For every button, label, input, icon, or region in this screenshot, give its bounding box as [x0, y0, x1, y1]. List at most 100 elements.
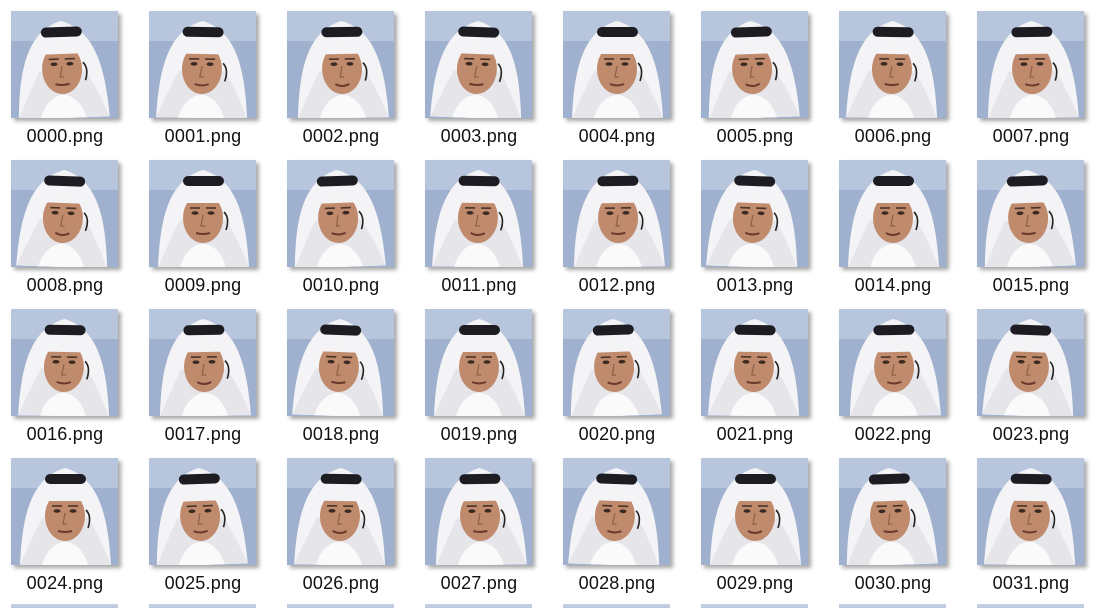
- image-thumbnail[interactable]: [287, 309, 394, 416]
- file-name-label: 0007.png: [992, 126, 1070, 146]
- file-name-label: 0014.png: [854, 275, 932, 295]
- file-name-label: 0031.png: [992, 573, 1070, 593]
- file-tile[interactable]: 0023.png: [966, 309, 1096, 449]
- image-thumbnail[interactable]: [425, 11, 532, 118]
- file-tile[interactable]: 0011.png: [414, 160, 544, 300]
- image-thumbnail-partial[interactable]: [701, 604, 808, 608]
- file-tile[interactable]: 0029.png: [690, 458, 820, 598]
- file-tile[interactable]: 0017.png: [138, 309, 268, 449]
- file-name-label: 0013.png: [716, 275, 794, 295]
- image-thumbnail[interactable]: [563, 11, 670, 118]
- image-thumbnail[interactable]: [287, 458, 394, 565]
- image-thumbnail[interactable]: [149, 160, 256, 267]
- image-thumbnail-partial[interactable]: [149, 604, 256, 608]
- image-thumbnail[interactable]: [11, 11, 118, 118]
- image-thumbnail[interactable]: [11, 309, 118, 416]
- file-tile[interactable]: 0010.png: [276, 160, 406, 300]
- file-tile[interactable]: 0026.png: [276, 458, 406, 598]
- file-tile[interactable]: 0028.png: [552, 458, 682, 598]
- file-tile[interactable]: 0014.png: [828, 160, 958, 300]
- file-name-label: 0001.png: [164, 126, 242, 146]
- file-tile[interactable]: 0007.png: [966, 11, 1096, 151]
- file-name-label: 0002.png: [302, 126, 380, 146]
- file-name-label: 0030.png: [854, 573, 932, 593]
- file-tile[interactable]: 0027.png: [414, 458, 544, 598]
- image-thumbnail[interactable]: [701, 309, 808, 416]
- image-thumbnail-partial[interactable]: [287, 604, 394, 608]
- image-thumbnail[interactable]: [839, 458, 946, 565]
- file-tile[interactable]: 0003.png: [414, 11, 544, 151]
- image-thumbnail[interactable]: [563, 458, 670, 565]
- file-name-label: 0011.png: [441, 275, 517, 295]
- file-tile[interactable]: 0016.png: [0, 309, 130, 449]
- image-thumbnail-partial[interactable]: [563, 604, 670, 608]
- image-thumbnail[interactable]: [701, 458, 808, 565]
- file-name-label: 0020.png: [578, 424, 656, 444]
- file-tile[interactable]: 0024.png: [0, 458, 130, 598]
- file-name-label: 0003.png: [440, 126, 518, 146]
- image-thumbnail[interactable]: [287, 160, 394, 267]
- image-thumbnail-partial[interactable]: [839, 604, 946, 608]
- file-tile[interactable]: 0000.png: [0, 11, 130, 151]
- image-thumbnail[interactable]: [11, 160, 118, 267]
- image-thumbnail[interactable]: [977, 309, 1084, 416]
- file-name-label: 0029.png: [716, 573, 794, 593]
- image-thumbnail[interactable]: [701, 11, 808, 118]
- file-tile[interactable]: 0002.png: [276, 11, 406, 151]
- image-thumbnail[interactable]: [563, 160, 670, 267]
- file-name-label: 0004.png: [578, 126, 656, 146]
- file-name-label: 0000.png: [26, 126, 104, 146]
- file-name-label: 0018.png: [302, 424, 380, 444]
- file-tile[interactable]: 0021.png: [690, 309, 820, 449]
- image-thumbnail[interactable]: [149, 309, 256, 416]
- file-name-label: 0019.png: [440, 424, 518, 444]
- file-tile[interactable]: 0020.png: [552, 309, 682, 449]
- file-name-label: 0023.png: [992, 424, 1070, 444]
- file-tile[interactable]: 0004.png: [552, 11, 682, 151]
- image-thumbnail[interactable]: [425, 309, 532, 416]
- file-name-label: 0027.png: [440, 573, 518, 593]
- file-tile[interactable]: 0019.png: [414, 309, 544, 449]
- image-thumbnail[interactable]: [287, 11, 394, 118]
- image-thumbnail-partial[interactable]: [977, 604, 1084, 608]
- file-tile[interactable]: 0013.png: [690, 160, 820, 300]
- file-name-label: 0021.png: [716, 424, 794, 444]
- image-thumbnail[interactable]: [563, 309, 670, 416]
- image-thumbnail-partial[interactable]: [425, 604, 532, 608]
- image-thumbnail-partial[interactable]: [11, 604, 118, 608]
- image-thumbnail[interactable]: [839, 309, 946, 416]
- file-name-label: 0015.png: [992, 275, 1070, 295]
- image-thumbnail[interactable]: [839, 160, 946, 267]
- file-tile[interactable]: 0005.png: [690, 11, 820, 151]
- file-tile[interactable]: 0009.png: [138, 160, 268, 300]
- image-thumbnail[interactable]: [11, 458, 118, 565]
- file-name-label: 0005.png: [716, 126, 794, 146]
- file-name-label: 0024.png: [26, 573, 104, 593]
- file-name-label: 0016.png: [26, 424, 104, 444]
- image-thumbnail[interactable]: [425, 160, 532, 267]
- file-tile[interactable]: 0006.png: [828, 11, 958, 151]
- image-thumbnail[interactable]: [839, 11, 946, 118]
- file-name-label: 0017.png: [164, 424, 242, 444]
- file-tile[interactable]: 0031.png: [966, 458, 1096, 598]
- file-tile[interactable]: 0012.png: [552, 160, 682, 300]
- file-name-label: 0006.png: [854, 126, 932, 146]
- image-thumbnail[interactable]: [149, 11, 256, 118]
- file-tile[interactable]: 0015.png: [966, 160, 1096, 300]
- file-tile[interactable]: 0018.png: [276, 309, 406, 449]
- file-tile[interactable]: 0025.png: [138, 458, 268, 598]
- file-name-label: 0012.png: [578, 275, 656, 295]
- file-name-label: 0009.png: [164, 275, 242, 295]
- image-thumbnail[interactable]: [977, 458, 1084, 565]
- image-thumbnail[interactable]: [977, 11, 1084, 118]
- image-thumbnail[interactable]: [701, 160, 808, 267]
- file-tile[interactable]: 0008.png: [0, 160, 130, 300]
- image-thumbnail[interactable]: [149, 458, 256, 565]
- image-thumbnail[interactable]: [425, 458, 532, 565]
- file-tile[interactable]: 0022.png: [828, 309, 958, 449]
- file-name-label: 0022.png: [854, 424, 932, 444]
- file-tile[interactable]: 0001.png: [138, 11, 268, 151]
- image-thumbnail[interactable]: [977, 160, 1084, 267]
- file-tile[interactable]: 0030.png: [828, 458, 958, 598]
